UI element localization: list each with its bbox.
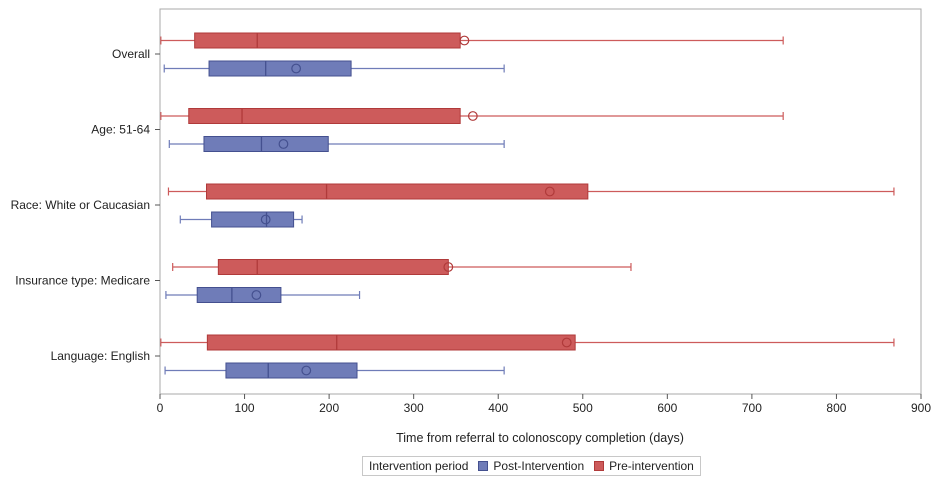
- plot-frame: [159, 8, 922, 395]
- x-tick-label: 600: [657, 401, 677, 415]
- iqr-box: [217, 259, 449, 275]
- x-tick-label: 900: [911, 401, 931, 415]
- category-label: Age: 51-64: [91, 123, 150, 137]
- mean-marker: [561, 337, 572, 348]
- legend-item-post: Post-Intervention: [478, 459, 584, 473]
- iqr-box: [208, 60, 352, 77]
- x-tick-label: 200: [319, 401, 339, 415]
- iqr-box: [203, 136, 329, 152]
- x-tick-label: 800: [826, 401, 846, 415]
- legend-swatch-pre-intervention: [594, 461, 605, 471]
- mean-marker: [301, 365, 312, 376]
- iqr-box: [206, 334, 576, 351]
- mean-marker: [544, 186, 555, 197]
- category-label: Race: White or Caucasian: [11, 198, 150, 212]
- iqr-box: [188, 108, 461, 124]
- mean-marker: [291, 63, 302, 74]
- mean-marker: [260, 214, 271, 225]
- legend: Intervention period Post-Intervention Pr…: [362, 456, 701, 476]
- box-pre-0: [160, 32, 784, 49]
- category-label: Overall: [112, 47, 150, 61]
- box-post-3: [165, 287, 361, 303]
- mean-marker: [251, 290, 262, 300]
- mean-marker: [278, 139, 289, 149]
- legend-swatch-post-intervention: [478, 461, 489, 471]
- legend-title: Intervention period: [369, 459, 469, 473]
- x-tick-label: 100: [235, 401, 255, 415]
- legend-item-pre: Pre-intervention: [594, 459, 694, 473]
- box-post-4: [164, 362, 505, 379]
- mean-marker: [467, 111, 478, 121]
- box-post-2: [179, 211, 303, 228]
- box-pre-2: [167, 183, 895, 200]
- mean-marker: [443, 262, 454, 272]
- x-tick-label: 300: [404, 401, 424, 415]
- iqr-box: [211, 211, 295, 228]
- category-label: Insurance type: Medicare: [15, 274, 150, 288]
- box-post-0: [163, 60, 505, 77]
- x-tick-label: 400: [488, 401, 508, 415]
- iqr-box: [196, 287, 282, 303]
- box-pre-4: [160, 334, 895, 351]
- legend-label-pre: Pre-intervention: [609, 459, 694, 473]
- box-pre-3: [172, 259, 632, 275]
- category-label: Language: English: [51, 349, 150, 363]
- x-tick-label: 500: [573, 401, 593, 415]
- x-tick-label: 0: [157, 401, 164, 415]
- x-axis-title: Time from referral to colonoscopy comple…: [396, 431, 684, 445]
- x-tick-label: 700: [742, 401, 762, 415]
- iqr-box: [194, 32, 461, 49]
- iqr-box: [206, 183, 589, 200]
- legend-label-post: Post-Intervention: [493, 459, 585, 473]
- mean-marker: [459, 35, 470, 46]
- iqr-box: [225, 362, 358, 379]
- box-pre-1: [160, 108, 784, 124]
- box-post-1: [168, 136, 505, 152]
